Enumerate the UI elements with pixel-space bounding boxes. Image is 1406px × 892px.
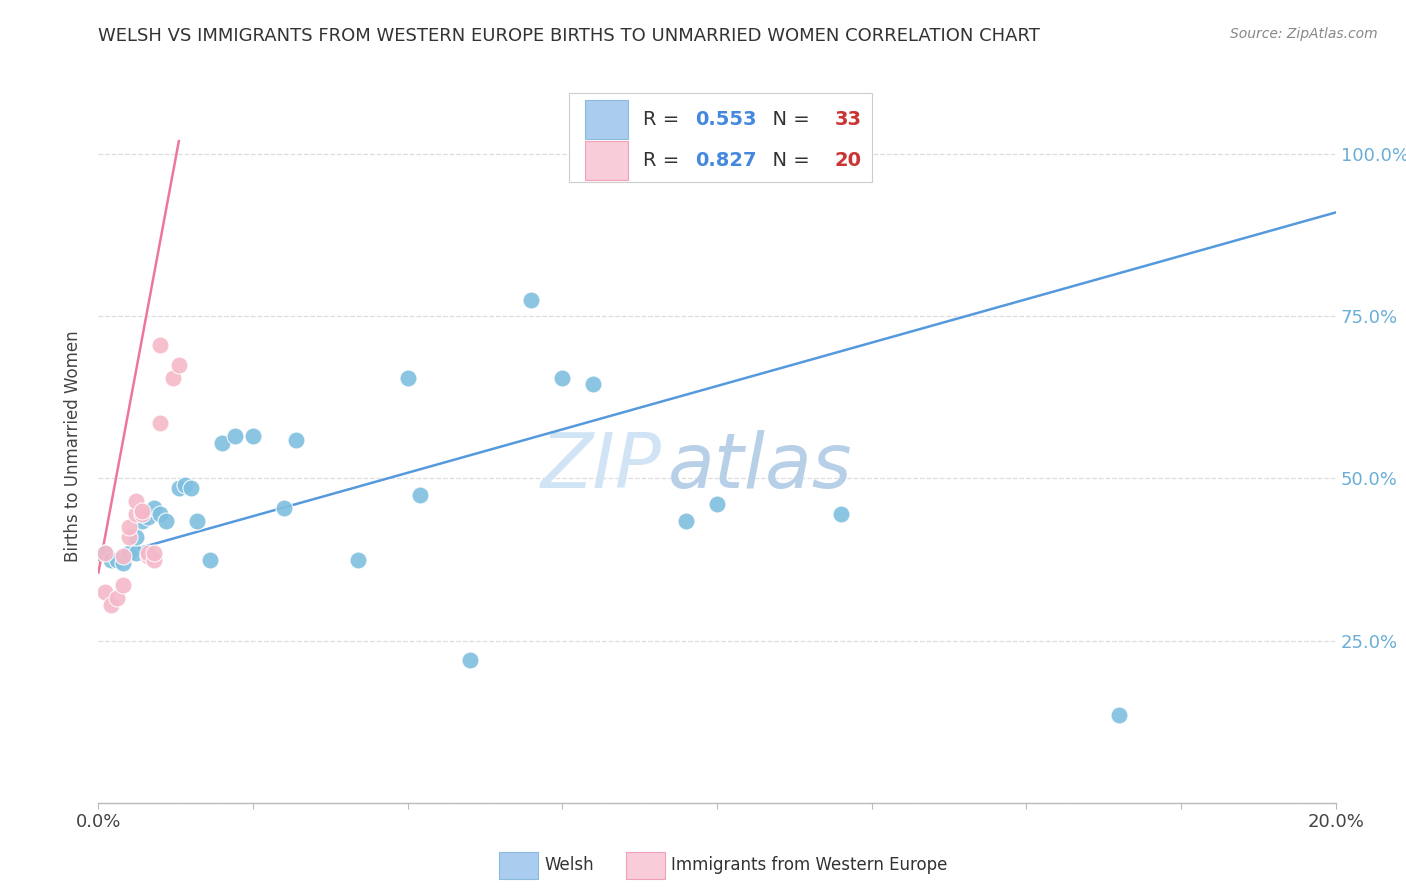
Point [100, 598, 122, 612]
Point [155, 514, 177, 528]
FancyBboxPatch shape [568, 93, 872, 182]
Point [458, 653, 481, 667]
Point [396, 371, 419, 385]
Text: N =: N = [761, 110, 817, 128]
Point [242, 429, 264, 443]
Point [93, 546, 115, 560]
Point [136, 510, 159, 524]
Text: Source: ZipAtlas.com: Source: ZipAtlas.com [1230, 27, 1378, 41]
Point [93, 546, 115, 560]
Point [124, 546, 146, 560]
Point [149, 338, 172, 352]
Point [136, 546, 159, 560]
Text: Immigrants from Western Europe: Immigrants from Western Europe [671, 856, 948, 874]
Text: Welsh: Welsh [544, 856, 593, 874]
Y-axis label: Births to Unmarried Women: Births to Unmarried Women [65, 330, 83, 562]
Point [273, 500, 295, 515]
Point [112, 578, 135, 592]
Point [118, 546, 141, 560]
Point [124, 494, 146, 508]
Point [100, 552, 122, 566]
Point [1108, 708, 1130, 723]
Text: atlas: atlas [668, 431, 852, 504]
Text: R =: R = [643, 110, 685, 128]
Point [136, 549, 159, 564]
Point [198, 552, 221, 566]
Point [124, 507, 146, 521]
Point [675, 514, 697, 528]
Point [149, 507, 172, 521]
Text: 0.553: 0.553 [695, 110, 756, 128]
Point [520, 293, 543, 307]
FancyBboxPatch shape [585, 100, 628, 139]
Text: 0.827: 0.827 [695, 151, 756, 169]
Point [285, 433, 308, 447]
Point [162, 371, 184, 385]
Point [124, 530, 146, 544]
Text: ZIP: ZIP [540, 431, 661, 504]
Point [131, 507, 153, 521]
Point [143, 552, 166, 566]
Point [830, 507, 852, 521]
Point [167, 358, 190, 372]
Text: WELSH VS IMMIGRANTS FROM WESTERN EUROPE BIRTHS TO UNMARRIED WOMEN CORRELATION CH: WELSH VS IMMIGRANTS FROM WESTERN EUROPE … [98, 27, 1040, 45]
Point [174, 478, 197, 492]
Point [706, 497, 728, 511]
Point [347, 552, 370, 566]
Point [409, 488, 432, 502]
Point [93, 585, 115, 599]
Point [143, 546, 166, 560]
Text: R =: R = [643, 151, 685, 169]
Point [143, 500, 166, 515]
Point [180, 481, 202, 495]
Point [224, 429, 246, 443]
Point [105, 552, 128, 566]
Text: 33: 33 [835, 110, 862, 128]
Point [167, 481, 190, 495]
Text: N =: N = [761, 151, 817, 169]
FancyBboxPatch shape [585, 141, 628, 180]
Text: 20: 20 [835, 151, 862, 169]
Point [131, 514, 153, 528]
Point [112, 556, 135, 570]
Point [149, 417, 172, 431]
Point [186, 514, 208, 528]
Point [551, 371, 574, 385]
Point [105, 591, 128, 606]
Point [118, 530, 141, 544]
Point [118, 520, 141, 534]
Point [211, 435, 233, 450]
Point [131, 504, 153, 518]
Point [112, 549, 135, 564]
Point [582, 377, 605, 392]
